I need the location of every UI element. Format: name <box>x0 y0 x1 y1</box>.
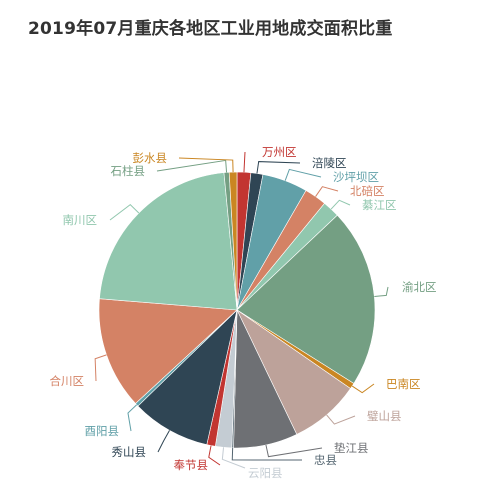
chart-title: 2019年07月重庆各地区工业用地成交面积比重 <box>28 19 393 39</box>
leader-line-1 <box>243 151 246 173</box>
slice-label-12: 奉节县 <box>174 458 209 472</box>
slice-label-5: 綦江区 <box>362 198 397 212</box>
slice-label-1: 万州区 <box>262 145 297 159</box>
slice-label-16: 南川区 <box>63 213 98 227</box>
slice-label-2: 涪陵区 <box>312 156 347 170</box>
leader-line-7 <box>351 383 375 394</box>
slice-label-7: 巴南区 <box>386 377 421 391</box>
slice-label-10: 忠县 <box>314 453 337 467</box>
leader-line-11 <box>221 447 246 469</box>
slice-label-17: 石柱县 <box>111 164 146 178</box>
slice-label-15: 合川区 <box>50 374 85 388</box>
leader-line-13 <box>157 430 170 453</box>
leader-line-15 <box>94 354 107 382</box>
leader-line-4 <box>315 186 339 197</box>
leader-line-10 <box>231 447 303 461</box>
leader-line-9 <box>265 444 323 458</box>
leader-line-3 <box>284 168 322 181</box>
leader-line-14 <box>127 404 138 432</box>
slice-label-4: 北碚区 <box>350 184 385 198</box>
slice-label-11: 云阳县 <box>248 466 283 480</box>
slice-label-9: 垫江县 <box>334 441 369 455</box>
pie-slice-13[interactable] <box>137 309 238 446</box>
leader-line-6 <box>374 286 389 298</box>
slice-label-8: 璧山县 <box>367 409 402 423</box>
leader-line-8 <box>326 414 356 425</box>
leader-line-18 <box>178 157 234 173</box>
leader-line-16 <box>109 203 140 221</box>
slice-label-14: 酉阳县 <box>85 424 120 438</box>
leader-line-5 <box>330 199 351 210</box>
slice-label-3: 沙坪坝区 <box>333 170 379 184</box>
slice-label-18: 彭水县 <box>133 151 168 165</box>
slice-label-13: 秀山县 <box>112 445 147 459</box>
slice-label-6: 渝北区 <box>402 280 437 294</box>
leader-line-17 <box>156 159 228 173</box>
leader-line-12 <box>208 445 221 466</box>
leader-line-2 <box>256 161 301 174</box>
pie-slice-6[interactable] <box>236 214 376 384</box>
pie-slice-16[interactable] <box>99 172 238 311</box>
